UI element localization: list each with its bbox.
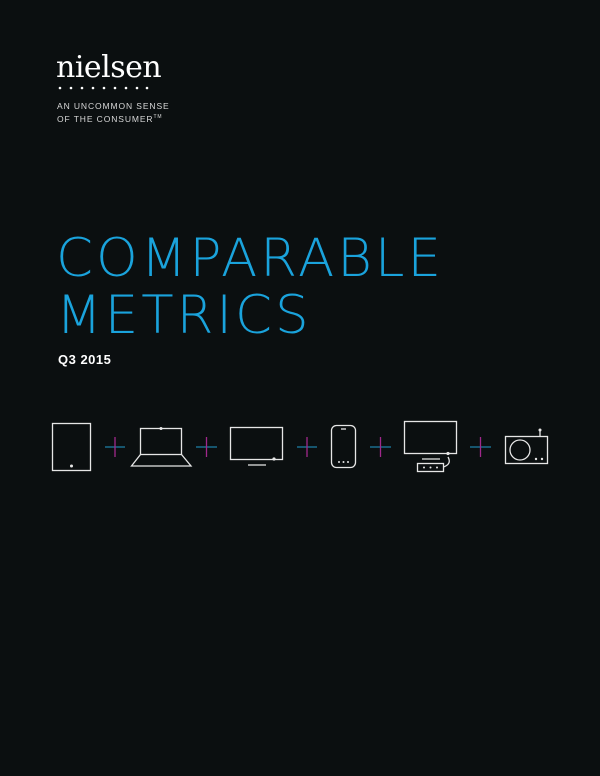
plus-icon [370,437,391,457]
tagline-text: OF THE CONSUMER [57,114,154,124]
tv-set-top-box-icon [403,420,458,473]
trademark: TM [153,114,163,121]
tagline-line2: OF THE CONSUMERTM [57,114,163,124]
nielsen-logo: nielsen [56,50,162,85]
logo-dots [58,86,149,90]
plus-icon [105,437,125,457]
period-label: Q3 2015 [58,352,112,367]
radio-icon [504,428,549,465]
plus-icon [196,437,217,457]
plus-icon [297,437,317,457]
title-line2: METRICS [56,285,312,346]
plus-icon [470,437,491,457]
tablet-icon [51,422,92,472]
tagline-line1: AN UNCOMMON SENSE [57,101,170,111]
tv-icon [229,426,284,466]
smartphone-icon [330,424,357,469]
title-line1: COMPARABLE [56,228,444,289]
laptop-icon [130,427,193,467]
